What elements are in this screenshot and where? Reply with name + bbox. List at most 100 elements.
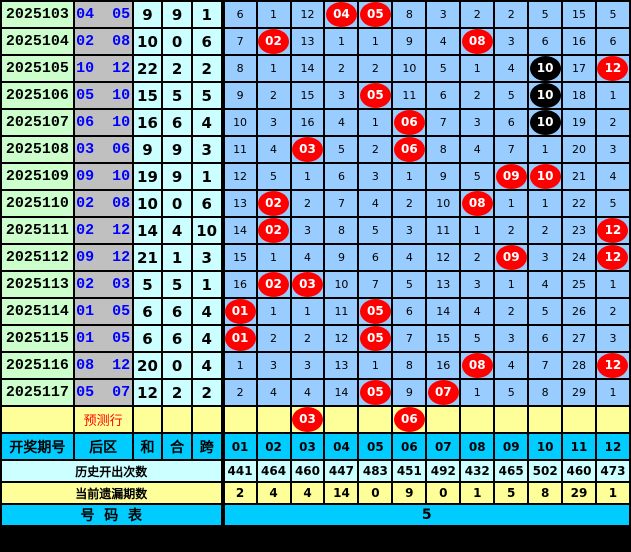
sum-mod-cell: 6: [161, 108, 193, 137]
number-cell: 13: [323, 351, 360, 380]
back-zone-cell: 04 05: [72, 0, 134, 29]
sum-cell: 15: [131, 81, 164, 110]
missing-value: 9: [391, 481, 428, 505]
prediction-cell: [357, 405, 394, 434]
number-cell: 06: [391, 108, 428, 137]
header-number: 03: [289, 432, 326, 461]
number-cell: 7: [221, 27, 258, 56]
number-cell: 2: [391, 189, 428, 218]
sum-mod-cell: 0: [161, 189, 193, 218]
number-cell: 2: [221, 378, 258, 407]
prediction-cell: 06: [391, 405, 428, 434]
header-sum-mod: 合: [161, 432, 193, 461]
history-label: 历史开出次数: [0, 459, 225, 483]
number-cell: 3: [255, 108, 292, 137]
number-cell: 10: [323, 270, 360, 299]
number-cell: 15: [425, 324, 462, 353]
span-cell: 1: [190, 162, 225, 191]
sum-cell: 22: [131, 54, 164, 83]
number-cell: 4: [425, 27, 462, 56]
number-cell: 2: [323, 54, 360, 83]
red-ball: 01: [224, 300, 255, 323]
table-row: 2025110 02 08 10 0 6 13 02 2 7 4 2 10 08 1 1 22 5: [0, 189, 631, 218]
header-number: 09: [493, 432, 530, 461]
number-cell: 09: [493, 243, 530, 272]
number-cell: 2: [289, 189, 326, 218]
number-cell: 1: [459, 378, 496, 407]
red-ball: 02: [258, 219, 289, 242]
number-cell: 4: [357, 189, 394, 218]
history-value: 460: [561, 459, 597, 483]
span-cell: 4: [190, 351, 225, 380]
black-ball: 10: [530, 111, 561, 134]
history-value: 447: [323, 459, 360, 483]
number-cell: 2: [493, 297, 530, 326]
number-cell: 5: [527, 0, 564, 29]
number-cell: 1: [221, 351, 258, 380]
period-cell: 2025117: [0, 378, 75, 407]
number-cell: 4: [391, 243, 428, 272]
number-cell: 05: [357, 81, 394, 110]
number-cell: 09: [493, 162, 530, 191]
period-cell: 2025104: [0, 27, 75, 56]
number-cell: 3: [594, 324, 631, 353]
number-cell: 4: [527, 270, 564, 299]
red-ball: 02: [258, 30, 289, 53]
number-cell: 4: [493, 54, 530, 83]
number-cell: 5: [493, 378, 530, 407]
number-cell: 14: [289, 54, 326, 83]
prediction-cell: [493, 405, 530, 434]
number-cell: 1: [459, 216, 496, 245]
back-zone-cell: 02 08: [72, 189, 134, 218]
number-cell: 03: [289, 135, 326, 164]
number-cell: 28: [561, 351, 597, 380]
number-cell: 07: [425, 378, 462, 407]
number-cell: 25: [561, 270, 597, 299]
number-cell: 9: [221, 81, 258, 110]
number-cell: 1: [594, 270, 631, 299]
number-cell: 1: [289, 162, 326, 191]
number-cell: 12: [594, 54, 631, 83]
footer-label: 号 码 表: [0, 503, 225, 527]
number-cell: 8: [391, 351, 428, 380]
back-zone-cell: 02 12: [72, 216, 134, 245]
missing-value: 8: [527, 481, 564, 505]
table-row: 2025109 09 10 19 9 1 12 5 1 6 3 1 9 5 09 10 21 4: [0, 162, 631, 191]
span-cell: 4: [190, 324, 225, 353]
number-cell: 16: [221, 270, 258, 299]
table-row: 2025111 02 12 14 4 10 14 02 3 8 5 3 11 1 2 2 23 12: [0, 216, 631, 245]
header-number: 11: [561, 432, 597, 461]
number-cell: 24: [561, 243, 597, 272]
number-cell: 7: [527, 351, 564, 380]
red-ball: 05: [360, 3, 391, 26]
empty-cell: [131, 405, 164, 434]
number-cell: 10: [527, 54, 564, 83]
back-zone-cell: 06 10: [72, 108, 134, 137]
number-cell: 12: [289, 0, 326, 29]
period-cell: 2025112: [0, 243, 75, 272]
sum-cell: 9: [131, 135, 164, 164]
number-cell: 08: [459, 189, 496, 218]
back-zone-cell: 05 07: [72, 378, 134, 407]
history-value: 464: [255, 459, 292, 483]
number-cell: 12: [221, 162, 258, 191]
number-cell: 7: [493, 135, 530, 164]
red-ball: 12: [597, 57, 628, 80]
history-value: 451: [391, 459, 428, 483]
number-cell: 8: [391, 0, 428, 29]
red-ball: 08: [462, 192, 493, 215]
history-value: 483: [357, 459, 394, 483]
number-cell: 19: [561, 108, 597, 137]
number-cell: 4: [594, 162, 631, 191]
number-cell: 7: [357, 270, 394, 299]
number-cell: 08: [459, 27, 496, 56]
number-cell: 5: [527, 297, 564, 326]
number-cell: 11: [221, 135, 258, 164]
sum-mod-cell: 9: [161, 0, 193, 29]
number-cell: 6: [391, 297, 428, 326]
number-cell: 4: [289, 243, 326, 272]
number-cell: 5: [425, 54, 462, 83]
number-cell: 22: [561, 189, 597, 218]
number-cell: 1: [527, 189, 564, 218]
